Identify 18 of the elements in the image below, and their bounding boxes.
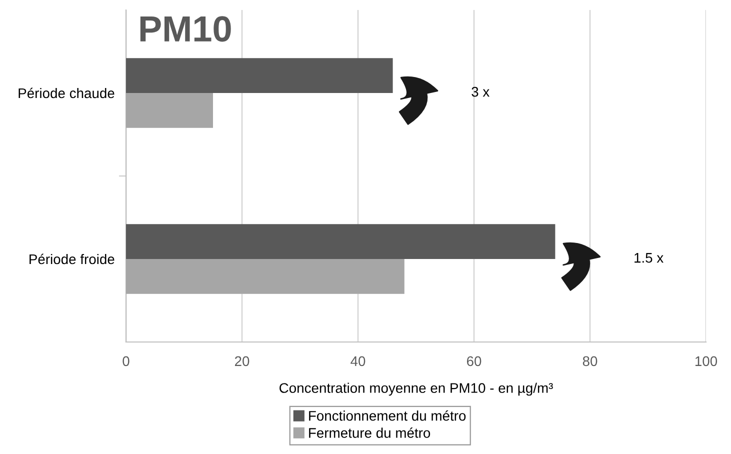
x-tick-label: 0 — [122, 356, 130, 366]
legend-label: Fermeture du métro — [309, 428, 430, 438]
bar — [126, 259, 404, 294]
bar — [126, 224, 556, 259]
bar — [126, 93, 213, 128]
x-axis-title: Concentration moyenne en PM10 - en µg/m³ — [280, 382, 553, 396]
chart-title: PM10 — [140, 16, 231, 42]
bar — [126, 58, 393, 93]
x-tick-label: 40 — [350, 356, 366, 366]
annotation: 3 x — [472, 86, 490, 97]
y-tick-label: Période chaude — [18, 88, 114, 98]
x-tick-label: 100 — [695, 356, 718, 366]
x-tick-label: 80 — [582, 356, 598, 366]
x-tick-label: 20 — [234, 356, 250, 366]
annotation: 1.5 x — [634, 253, 664, 263]
legend-label: Fonctionnement du métro — [309, 410, 466, 421]
y-tick-label: Période froide — [30, 254, 114, 264]
x-tick-label: 60 — [466, 356, 482, 366]
